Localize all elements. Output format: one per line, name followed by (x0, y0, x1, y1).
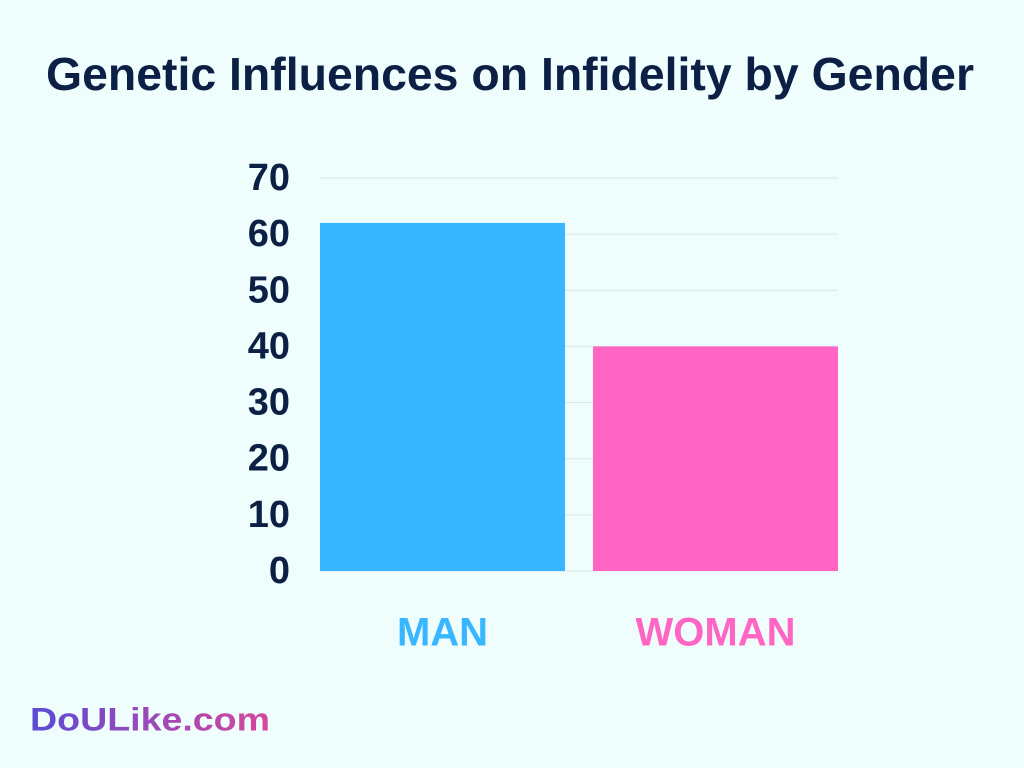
x-tick-label: MAN (397, 611, 488, 655)
y-tick-label: 60 (248, 213, 290, 255)
bar (320, 222, 565, 571)
x-tick-label: WOMAN (636, 611, 796, 655)
y-tick-label: 20 (248, 438, 290, 480)
y-tick-label: 30 (248, 382, 290, 424)
brand-logo: DoULike.com (30, 701, 270, 737)
y-tick-label: 70 (248, 157, 290, 199)
y-tick-label: 10 (248, 494, 290, 536)
y-tick-label: 40 (248, 325, 290, 367)
chart-title: Genetic Influences on Infidelity by Gend… (46, 48, 974, 100)
y-tick-label: 0 (269, 550, 290, 592)
bar (593, 346, 838, 571)
y-tick-label: 50 (248, 269, 290, 311)
